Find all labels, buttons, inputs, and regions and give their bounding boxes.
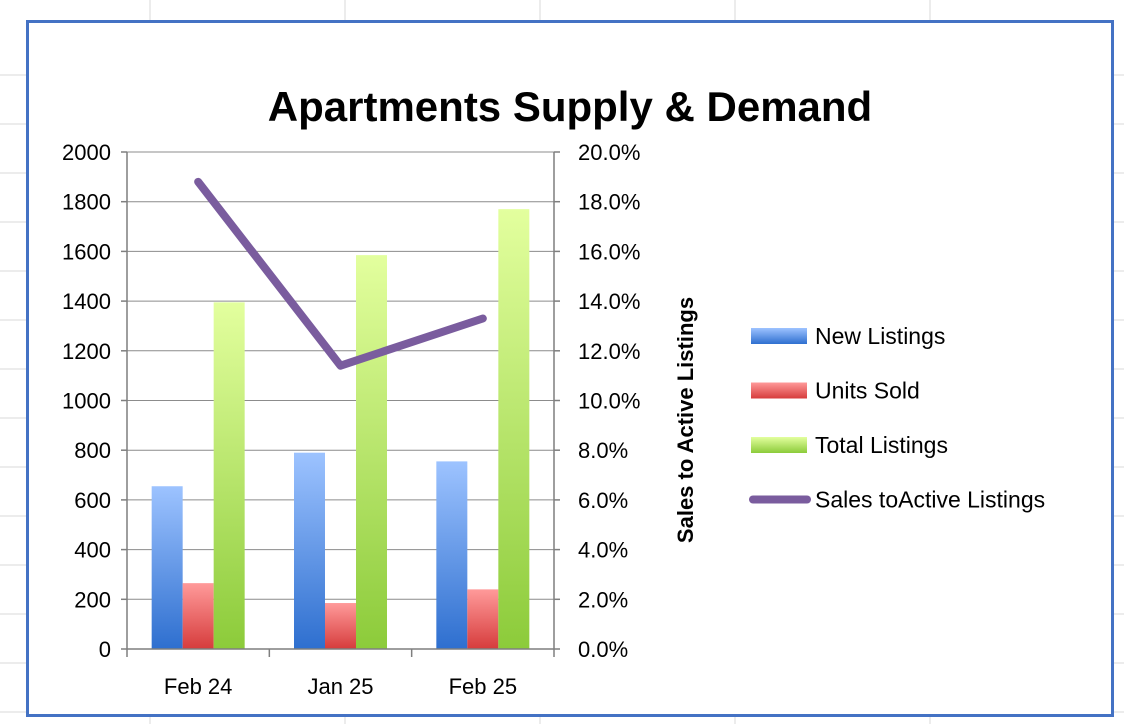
axes (121, 151, 560, 657)
chart-canvas: Apartments Supply & Demand 0 200 400 600 800… (62, 83, 1045, 699)
left-axis-ticks: 0 200 400 600 800 1000 1200 1400 1600 1800 2000 (62, 140, 111, 662)
right-tick-label: 6.0% (578, 488, 628, 513)
bar-new-listings-feb-25 (436, 461, 468, 649)
right-tick-label: 10.0% (578, 389, 640, 414)
left-tick-label: 1800 (62, 190, 111, 215)
line-sales-toactive-listings (194, 177, 487, 370)
right-tick-label: 18.0% (578, 190, 640, 215)
left-tick-label: 2000 (62, 140, 111, 165)
gridlines (127, 151, 554, 650)
legend-swatch-units-sold (751, 382, 807, 399)
legend-label-units-sold: Units Sold (815, 378, 920, 404)
bar-units-sold-feb-25 (467, 589, 499, 649)
left-tick-label: 600 (74, 488, 111, 513)
category-labels: Feb 24 Jan 25 Feb 25 (164, 674, 517, 699)
right-tick-label: 0.0% (578, 637, 628, 662)
bar-units-sold-feb-24 (182, 583, 214, 649)
legend-label-sales-toactive-listings: Sales toActive Listings (815, 487, 1045, 513)
bar-total-listings-feb-25 (498, 209, 530, 649)
right-tick-label: 4.0% (578, 538, 628, 563)
bar-total-listings-feb-24 (213, 302, 245, 649)
category-label: Feb 24 (164, 674, 233, 699)
left-tick-label: 800 (74, 438, 111, 463)
chart-title: Apartments Supply & Demand (268, 83, 872, 130)
legend-label-new-listings: New Listings (815, 323, 945, 349)
left-tick-label: 1400 (62, 289, 111, 314)
right-tick-label: 8.0% (578, 438, 628, 463)
category-label: Jan 25 (307, 674, 373, 699)
bar-series (151, 209, 530, 649)
legend-swatch-new-listings (751, 328, 807, 344)
left-tick-label: 1200 (62, 339, 111, 364)
right-tick-label: 2.0% (578, 587, 628, 612)
chart-container[interactable]: Apartments Supply & Demand 0 200 400 600 800… (26, 20, 1114, 717)
left-tick-label: 1600 (62, 239, 111, 264)
bar-new-listings-feb-24 (151, 486, 183, 649)
line-series (194, 177, 487, 370)
left-tick-label: 200 (74, 587, 111, 612)
left-tick-label: 400 (74, 538, 111, 563)
bar-new-listings-jan-25 (294, 452, 325, 649)
left-tick-label: 1000 (62, 389, 111, 414)
bar-units-sold-jan-25 (325, 603, 356, 649)
right-axis-title: Sales to Active Listings (673, 297, 698, 543)
legend: New Listings Units Sold Total Listings Sale… (749, 323, 1045, 513)
right-tick-label: 14.0% (578, 289, 640, 314)
bar-total-listings-jan-25 (356, 255, 387, 649)
legend-label-total-listings: Total Listings (815, 432, 948, 458)
legend-swatch-total-listings (751, 437, 807, 453)
right-tick-label: 12.0% (578, 339, 640, 364)
right-tick-label: 20.0% (578, 140, 640, 165)
category-label: Feb 25 (449, 674, 518, 699)
right-axis-ticks: 0.0% 2.0% 4.0% 6.0% 8.0% 10.0% 12.0% 14.0% 16.0%… (578, 140, 640, 662)
left-tick-label: 0 (99, 637, 111, 662)
right-tick-label: 16.0% (578, 239, 640, 264)
